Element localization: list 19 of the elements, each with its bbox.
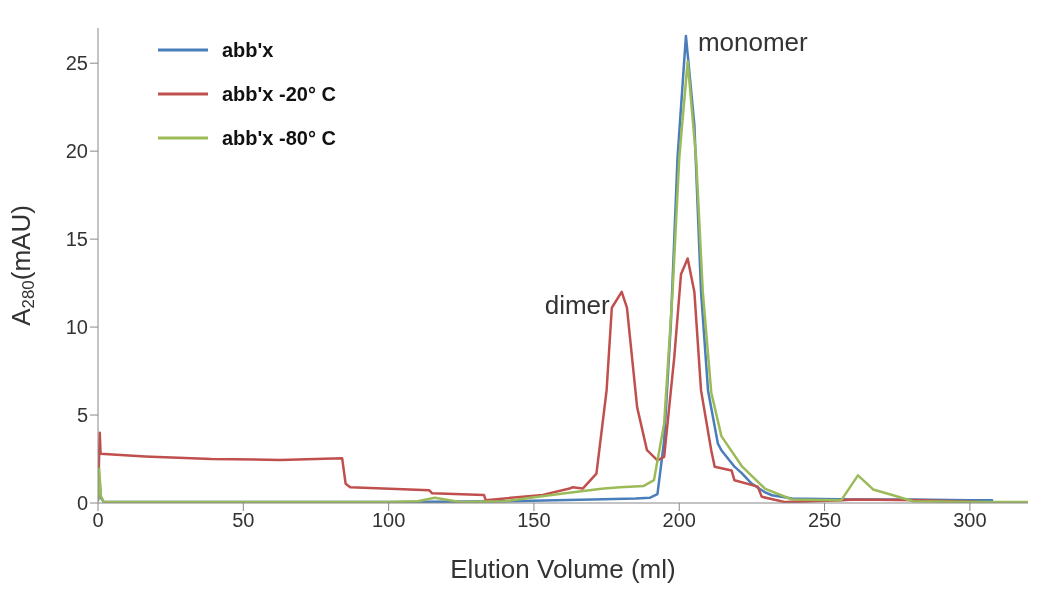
legend-label: abb'x -20° C bbox=[222, 82, 336, 107]
y-tick-label: 25 bbox=[65, 52, 88, 75]
x-tick-label: 150 bbox=[517, 509, 551, 532]
x-tick-label: 0 bbox=[92, 509, 104, 532]
x-tick-label: 200 bbox=[662, 509, 696, 532]
annotation: dimer bbox=[544, 289, 611, 320]
y-tick-label: 10 bbox=[65, 316, 88, 339]
legend-label: abb'x -80° C bbox=[222, 126, 336, 151]
y-tick-label: 5 bbox=[76, 404, 88, 427]
y-tick-label: 0 bbox=[76, 492, 88, 515]
legend-label: abb'x bbox=[222, 38, 274, 63]
x-tick-label: 100 bbox=[371, 509, 406, 532]
x-tick-label: 250 bbox=[807, 509, 842, 532]
y-tick-label: 20 bbox=[65, 140, 88, 163]
x-axis-title: Elution Volume (ml) bbox=[450, 554, 676, 584]
x-tick-label: 50 bbox=[232, 509, 255, 532]
x-tick-label: 300 bbox=[953, 509, 987, 532]
y-tick-label: 15 bbox=[65, 228, 88, 251]
annotation: monomer bbox=[697, 26, 809, 57]
